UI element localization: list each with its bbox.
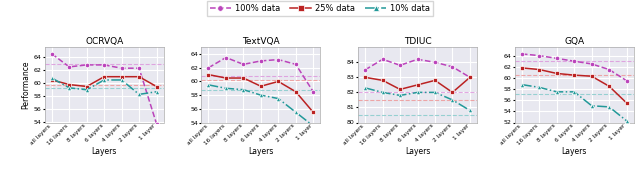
Title: OCRVQA: OCRVQA [85,37,124,47]
X-axis label: Layers: Layers [248,147,273,156]
X-axis label: Layers: Layers [92,147,117,156]
X-axis label: Layers: Layers [405,147,430,156]
Title: TDIUC: TDIUC [404,37,431,47]
Y-axis label: Performance: Performance [22,61,31,109]
Title: TextVQA: TextVQA [242,37,280,47]
X-axis label: Layers: Layers [561,147,587,156]
Legend: 100% data, 25% data, 10% data: 100% data, 25% data, 10% data [207,1,433,16]
Title: GQA: GQA [564,37,584,47]
